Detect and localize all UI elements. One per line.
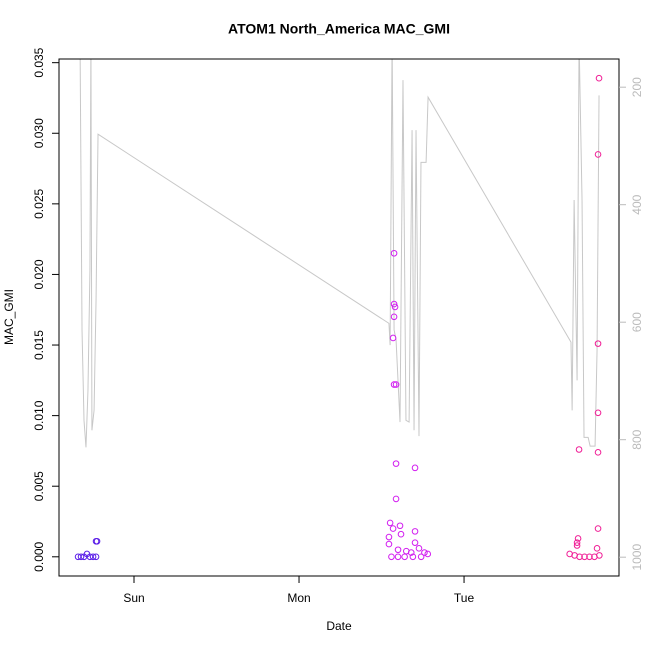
data-point (401, 553, 408, 561)
data-point (594, 449, 602, 456)
x-tick-label: Mon (287, 591, 310, 605)
y2-tick-label: 1000 (630, 544, 644, 571)
data-point (394, 546, 402, 554)
data-point (594, 525, 602, 532)
data-point (411, 464, 419, 472)
y-tick-label: 0.010 (32, 400, 46, 430)
data-point (595, 74, 603, 82)
data-point (386, 519, 394, 527)
data-point (392, 495, 400, 503)
data-point (424, 550, 432, 558)
y2-tick-label: 800 (630, 429, 644, 449)
y-tick-label: 0.005 (32, 471, 46, 501)
y2-tick-label: 600 (630, 312, 644, 332)
chart-title: ATOM1 North_America MAC_GMI (228, 21, 450, 37)
data-point (586, 553, 593, 561)
data-point (594, 151, 602, 158)
data-point (581, 553, 588, 561)
data-point (575, 446, 583, 453)
data-point (576, 553, 583, 561)
data-point (86, 553, 94, 561)
data-point (89, 553, 97, 561)
data-point (397, 530, 405, 538)
data-point (389, 334, 397, 342)
y2-tick-label: 200 (630, 77, 644, 97)
y-tick-label: 0.000 (32, 541, 46, 571)
data-point (573, 539, 581, 546)
y-tick-label: 0.020 (32, 259, 46, 289)
x-tick-label: Tue (454, 591, 475, 605)
y-axis-label: MAC_GMI (2, 289, 16, 345)
data-point (92, 537, 100, 545)
y-tick-label: 0.030 (32, 118, 46, 148)
data-point (417, 553, 425, 561)
y-tick-label: 0.015 (32, 330, 46, 360)
data-point (388, 553, 395, 561)
y-tick-label: 0.035 (32, 47, 46, 77)
plot-box (58, 58, 620, 577)
data-point (411, 539, 419, 546)
x-tick-label: Sun (123, 591, 144, 605)
data-line (79, 59, 600, 448)
data-point (415, 545, 423, 552)
x-axis-label: Date (326, 619, 352, 633)
data-point (421, 549, 428, 556)
data-point (392, 460, 400, 467)
data-point (411, 528, 419, 535)
data-point (574, 535, 582, 542)
data-point (394, 553, 402, 561)
data-point (389, 525, 397, 532)
data-point (594, 340, 602, 347)
data-point (77, 553, 85, 561)
line-layer (79, 59, 600, 448)
data-point (390, 300, 398, 308)
data-point (594, 409, 602, 417)
data-point (573, 542, 581, 549)
data-point (596, 552, 603, 559)
data-point (390, 249, 398, 257)
data-point (391, 303, 399, 311)
y2-tick-label: 400 (630, 194, 644, 214)
data-point (385, 540, 393, 548)
data-point (92, 553, 100, 561)
data-point (593, 545, 601, 552)
data-point (407, 549, 415, 556)
data-point (392, 381, 400, 388)
data-point (396, 522, 404, 530)
data-point (390, 381, 398, 388)
data-point (409, 553, 417, 561)
data-point (385, 533, 393, 541)
data-point (390, 313, 398, 321)
y-tick-label: 0.025 (32, 189, 46, 219)
